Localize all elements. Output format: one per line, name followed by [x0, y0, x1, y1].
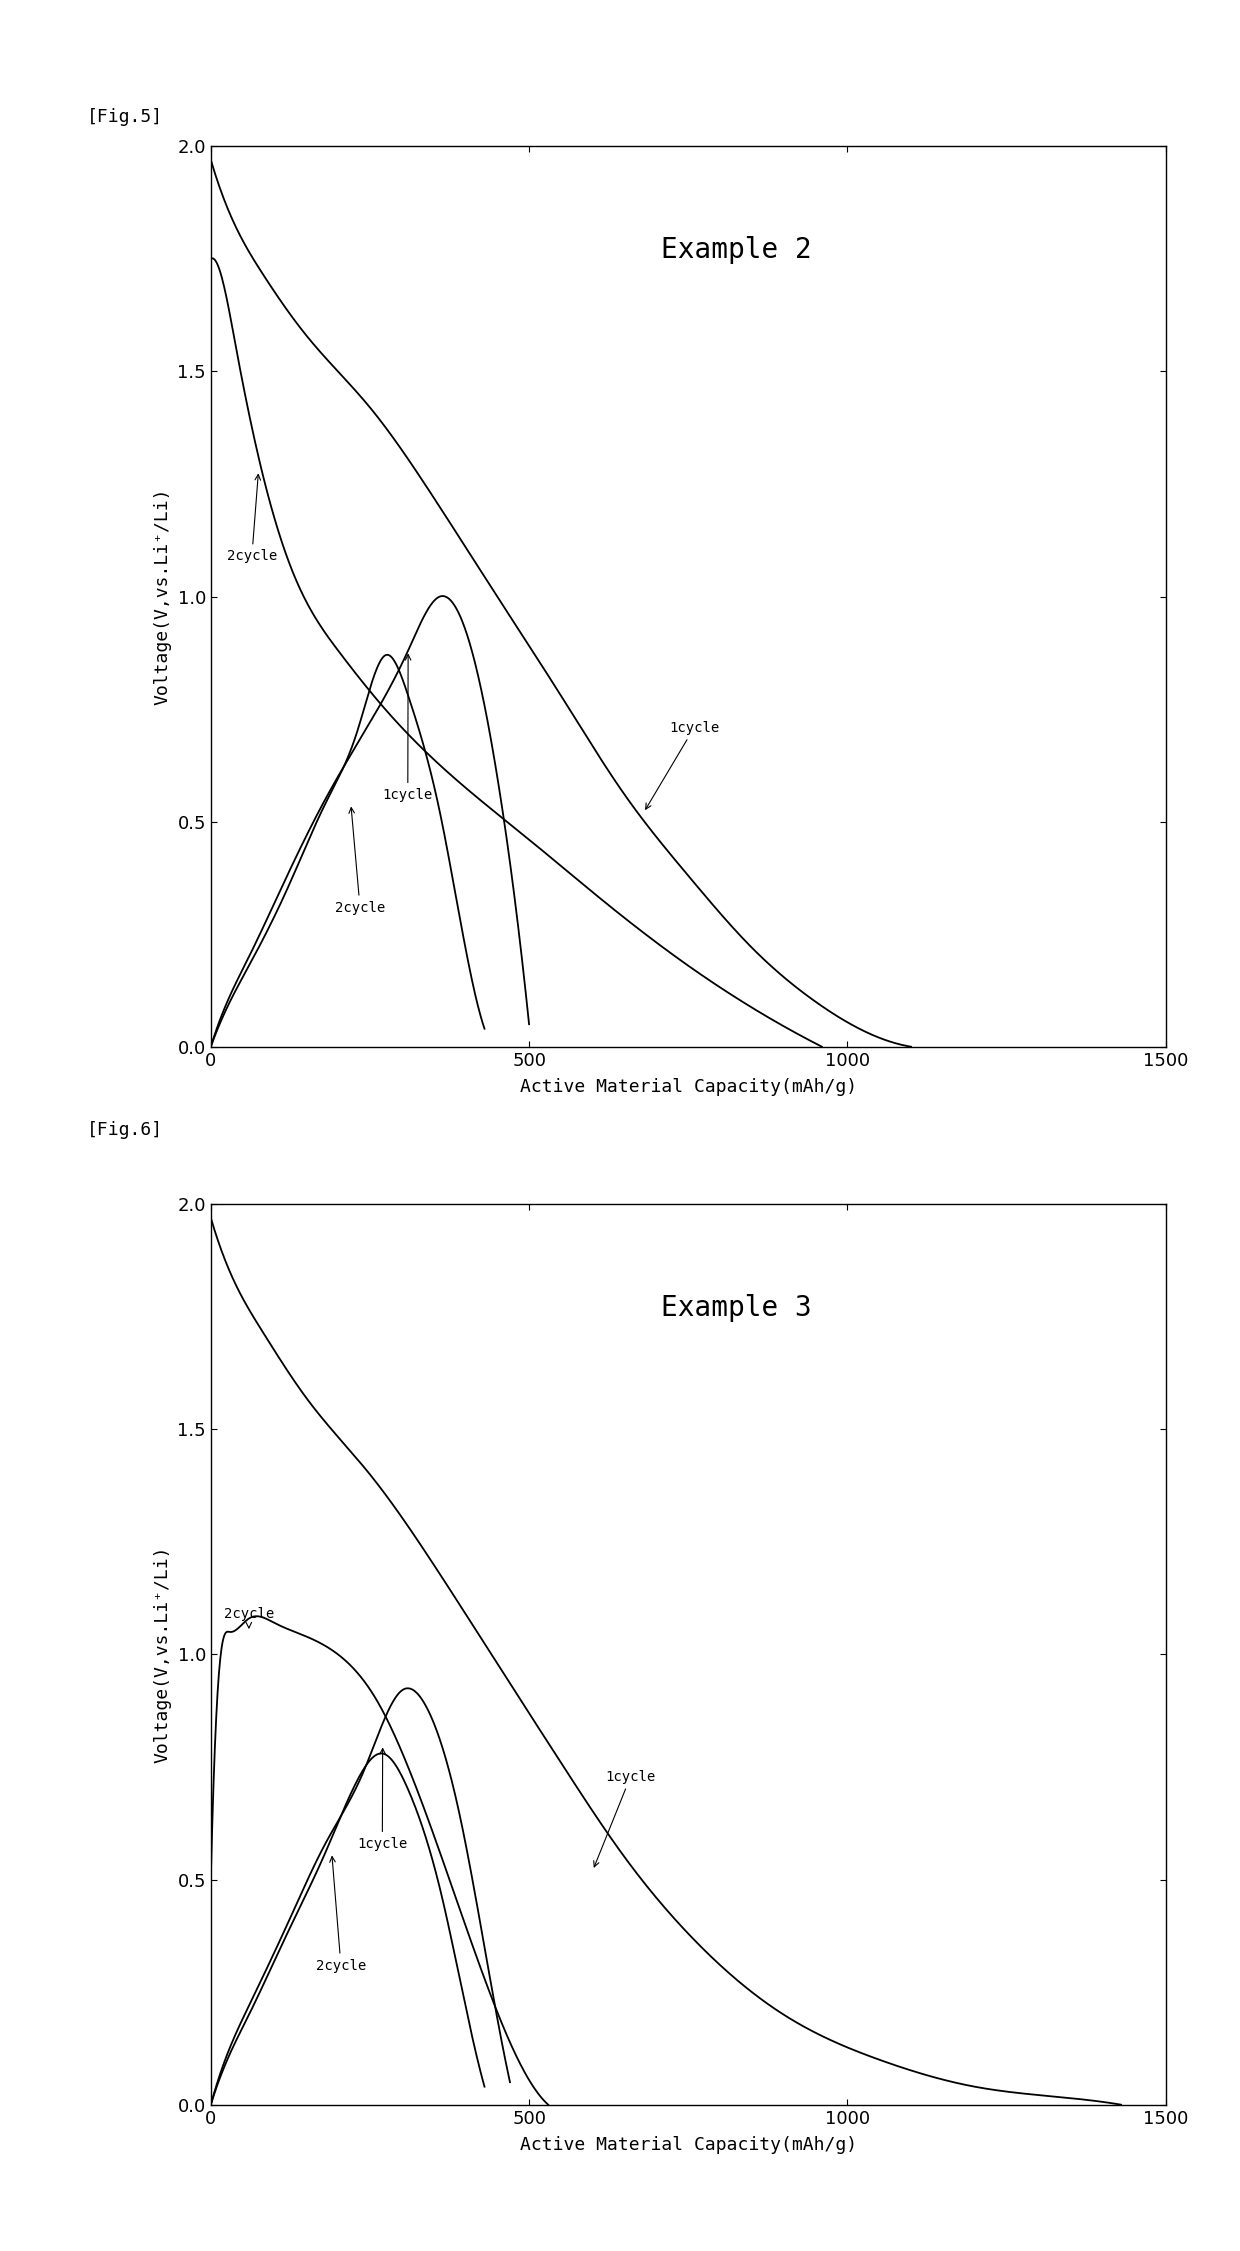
Text: Example 3: Example 3: [661, 1294, 811, 1321]
Y-axis label: Voltage(V,vs.Li⁺/Li): Voltage(V,vs.Li⁺/Li): [154, 488, 172, 705]
Text: [Fig.6]: [Fig.6]: [87, 1121, 162, 1139]
Text: 1cycle: 1cycle: [646, 720, 719, 808]
Text: 1cycle: 1cycle: [383, 655, 433, 801]
Text: [Fig.5]: [Fig.5]: [87, 108, 162, 126]
Text: 1cycle: 1cycle: [594, 1769, 656, 1866]
X-axis label: Active Material Capacity(mAh/g): Active Material Capacity(mAh/g): [520, 2136, 857, 2154]
Text: 2cycle: 2cycle: [335, 808, 386, 914]
X-axis label: Active Material Capacity(mAh/g): Active Material Capacity(mAh/g): [520, 1078, 857, 1096]
Text: 2cycle: 2cycle: [223, 1607, 274, 1627]
Text: 2cycle: 2cycle: [227, 475, 277, 563]
Y-axis label: Voltage(V,vs.Li⁺/Li): Voltage(V,vs.Li⁺/Li): [154, 1546, 172, 1763]
Text: 1cycle: 1cycle: [357, 1749, 408, 1850]
Text: Example 2: Example 2: [661, 236, 811, 263]
Text: 2cycle: 2cycle: [316, 1857, 366, 1972]
